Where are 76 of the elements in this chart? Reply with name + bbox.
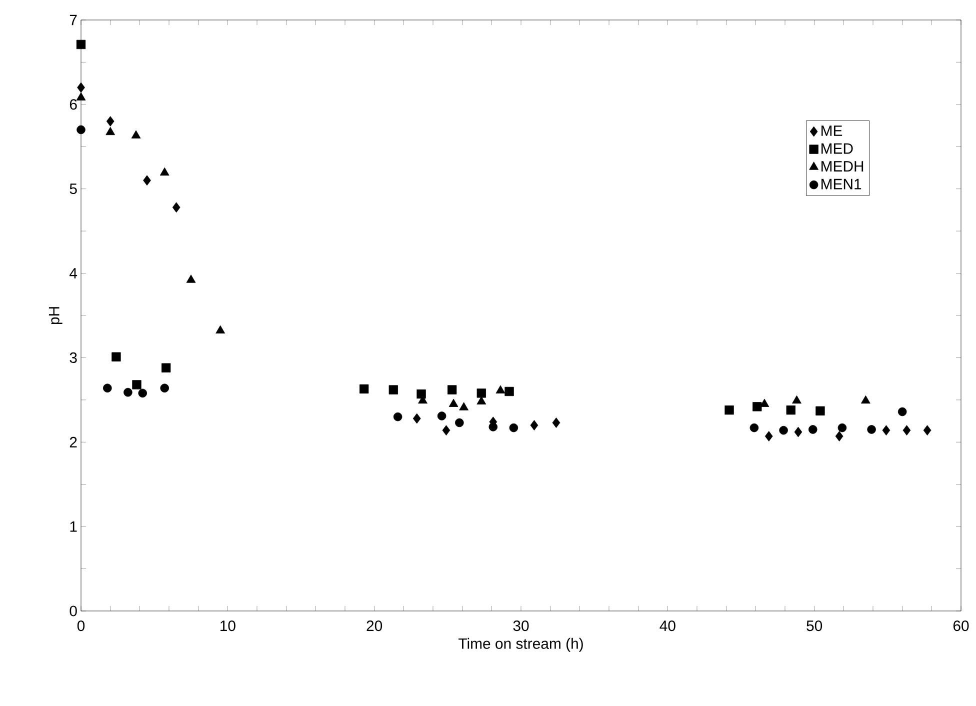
y-tick-label: 7 bbox=[70, 14, 77, 26]
point bbox=[923, 425, 932, 436]
point bbox=[496, 385, 506, 394]
point bbox=[530, 420, 538, 430]
x-tick-label: 10 bbox=[220, 620, 236, 632]
point bbox=[160, 384, 169, 392]
point bbox=[476, 396, 486, 404]
point bbox=[437, 412, 446, 420]
point bbox=[752, 402, 762, 412]
point bbox=[186, 274, 196, 283]
point bbox=[552, 418, 560, 428]
point bbox=[764, 431, 773, 442]
point bbox=[442, 425, 450, 436]
point bbox=[143, 175, 151, 186]
point bbox=[160, 167, 170, 176]
point bbox=[161, 363, 171, 372]
point bbox=[172, 202, 180, 213]
x-tick-label: 0 bbox=[77, 620, 85, 632]
point bbox=[393, 412, 402, 422]
point bbox=[816, 406, 825, 416]
legend-label: MED bbox=[822, 143, 853, 154]
point bbox=[447, 385, 457, 394]
point bbox=[504, 386, 514, 396]
point bbox=[359, 384, 369, 394]
point bbox=[76, 125, 86, 134]
legend-label: MEN1 bbox=[822, 178, 862, 190]
point bbox=[412, 413, 421, 424]
point bbox=[77, 82, 85, 93]
point bbox=[76, 92, 86, 100]
y-tick-label: 1 bbox=[70, 521, 77, 532]
point bbox=[448, 398, 458, 407]
point bbox=[76, 40, 86, 50]
point bbox=[794, 426, 802, 438]
point bbox=[488, 422, 498, 432]
point bbox=[750, 423, 759, 432]
legend-label: ME bbox=[822, 126, 842, 136]
point bbox=[867, 425, 876, 434]
y-tick-label: 6 bbox=[70, 99, 77, 110]
y-tick-label: 4 bbox=[70, 268, 78, 278]
point bbox=[476, 388, 486, 398]
point bbox=[138, 388, 147, 398]
point bbox=[860, 395, 870, 404]
y-tick-label: 2 bbox=[70, 436, 77, 448]
point bbox=[902, 425, 911, 436]
point bbox=[131, 130, 141, 138]
point bbox=[112, 352, 121, 362]
point bbox=[779, 426, 788, 435]
point bbox=[786, 405, 796, 415]
x-tick-label: 40 bbox=[660, 620, 676, 632]
point bbox=[835, 431, 844, 442]
point bbox=[808, 425, 818, 434]
x-tick-label: 20 bbox=[366, 620, 382, 632]
y-axis-title: pH bbox=[48, 307, 62, 324]
y-tick-label: 0 bbox=[70, 606, 77, 616]
x-tick-label: 50 bbox=[806, 620, 822, 632]
point bbox=[455, 418, 464, 428]
point bbox=[724, 405, 734, 415]
x-tick-label: 60 bbox=[953, 620, 969, 632]
point bbox=[509, 423, 518, 432]
point bbox=[388, 385, 398, 394]
point bbox=[106, 126, 116, 136]
point bbox=[882, 425, 890, 436]
y-tick-label: 3 bbox=[70, 352, 77, 363]
point bbox=[132, 380, 142, 390]
point bbox=[216, 325, 226, 334]
point bbox=[898, 407, 907, 416]
point bbox=[106, 116, 114, 126]
x-axis-title: Time on stream (h) bbox=[458, 638, 583, 652]
point bbox=[792, 395, 802, 404]
point bbox=[838, 423, 847, 432]
y-tick-label: 5 bbox=[70, 184, 77, 194]
point bbox=[124, 388, 132, 397]
point bbox=[459, 402, 468, 410]
legend-label: MEDH bbox=[822, 161, 864, 172]
x-tick-label: 30 bbox=[513, 620, 529, 632]
point bbox=[103, 384, 112, 392]
